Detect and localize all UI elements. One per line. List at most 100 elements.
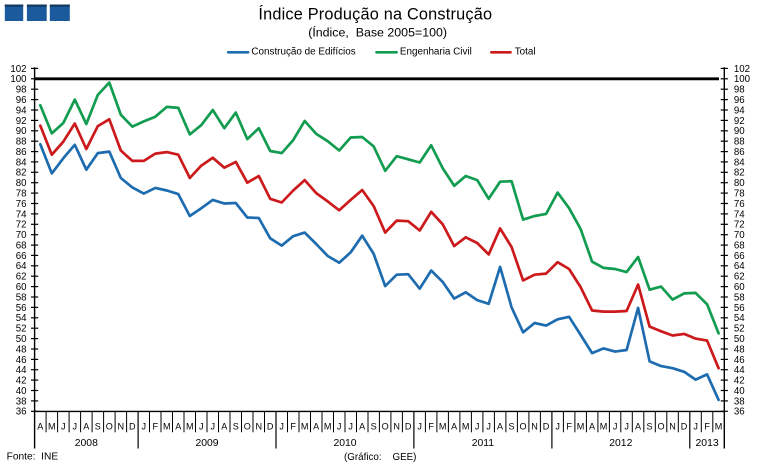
svg-text:62: 62 [16, 272, 27, 283]
svg-text:A: A [221, 421, 228, 431]
svg-text:F: F [566, 421, 572, 431]
svg-text:56: 56 [734, 303, 745, 314]
svg-text:88: 88 [734, 137, 745, 148]
svg-text:76: 76 [734, 199, 745, 210]
svg-text:M: M [48, 421, 56, 431]
svg-text:96: 96 [16, 95, 27, 106]
svg-text:42: 42 [734, 376, 745, 387]
svg-text:F: F [153, 421, 159, 431]
svg-text:68: 68 [734, 241, 745, 252]
svg-text:A: A [497, 421, 504, 431]
svg-text:70: 70 [16, 230, 27, 241]
svg-text:46: 46 [16, 355, 27, 366]
svg-text:Construção de Edifícios: Construção de Edifícios [251, 47, 355, 58]
svg-text:90: 90 [16, 126, 27, 137]
svg-text:98: 98 [16, 85, 27, 96]
svg-text:78: 78 [16, 189, 27, 200]
svg-text:2013: 2013 [696, 438, 719, 449]
svg-text:66: 66 [734, 251, 745, 262]
svg-text:F: F [290, 421, 296, 431]
svg-text:F: F [704, 421, 710, 431]
svg-text:42: 42 [16, 376, 27, 387]
svg-text:J: J [142, 421, 147, 431]
svg-text:J: J [211, 421, 216, 431]
svg-text:102: 102 [734, 64, 750, 75]
svg-text:60: 60 [16, 282, 27, 293]
svg-text:M: M [462, 421, 470, 431]
svg-text:N: N [118, 421, 125, 431]
svg-text:52: 52 [734, 324, 745, 335]
svg-text:90: 90 [734, 126, 745, 137]
svg-text:70: 70 [734, 230, 745, 241]
svg-text:M: M [577, 421, 585, 431]
svg-text:D: D [543, 421, 550, 431]
svg-text:48: 48 [734, 344, 745, 355]
svg-text:2009: 2009 [195, 438, 218, 449]
svg-text:A: A [83, 421, 90, 431]
svg-text:98: 98 [734, 85, 745, 96]
svg-text:2010: 2010 [333, 438, 356, 449]
svg-text:38: 38 [734, 396, 745, 407]
svg-text:68: 68 [16, 241, 27, 252]
svg-text:50: 50 [734, 334, 745, 345]
svg-text:44: 44 [734, 365, 745, 376]
svg-text:40: 40 [734, 386, 745, 397]
svg-text:M: M [186, 421, 194, 431]
svg-text:36: 36 [734, 407, 745, 418]
svg-text:86: 86 [734, 147, 745, 158]
svg-text:(Gráfico: GEE): (Gráfico: GEE) [344, 452, 416, 463]
svg-text:78: 78 [734, 189, 745, 200]
svg-text:A: A [359, 421, 366, 431]
svg-text:Fonte: INE: Fonte: INE [7, 452, 59, 463]
svg-text:D: D [129, 421, 136, 431]
svg-text:82: 82 [16, 168, 27, 179]
svg-text:J: J [199, 421, 204, 431]
svg-text:S: S [647, 421, 653, 431]
svg-text:J: J [61, 421, 66, 431]
svg-text:O: O [244, 421, 251, 431]
svg-text:46: 46 [734, 355, 745, 366]
svg-text:52: 52 [16, 324, 27, 335]
svg-text:2008: 2008 [75, 438, 98, 449]
svg-text:94: 94 [16, 105, 27, 116]
svg-text:J: J [613, 421, 618, 431]
svg-text:Engenharia Civil: Engenharia Civil [400, 47, 472, 58]
svg-text:64: 64 [16, 261, 27, 272]
svg-text:62: 62 [734, 272, 745, 283]
svg-text:N: N [669, 421, 676, 431]
svg-text:N: N [531, 421, 538, 431]
svg-text:94: 94 [734, 105, 745, 116]
svg-text:86: 86 [16, 147, 27, 158]
svg-text:102: 102 [10, 64, 26, 75]
svg-text:J: J [624, 421, 629, 431]
svg-text:S: S [371, 421, 377, 431]
svg-text:M: M [301, 421, 309, 431]
svg-text:S: S [95, 421, 101, 431]
svg-text:36: 36 [16, 407, 27, 418]
svg-text:F: F [428, 421, 434, 431]
svg-text:88: 88 [16, 137, 27, 148]
svg-text:48: 48 [16, 344, 27, 355]
svg-text:M: M [439, 421, 447, 431]
svg-text:S: S [509, 421, 515, 431]
svg-text:80: 80 [734, 178, 745, 189]
svg-text:2011: 2011 [472, 438, 495, 449]
svg-text:O: O [382, 421, 389, 431]
svg-text:96: 96 [734, 95, 745, 106]
svg-text:92: 92 [16, 116, 27, 127]
svg-text:J: J [417, 421, 422, 431]
svg-text:50: 50 [16, 334, 27, 345]
svg-text:72: 72 [16, 220, 27, 231]
svg-text:92: 92 [734, 116, 745, 127]
svg-text:2012: 2012 [609, 438, 632, 449]
svg-text:100: 100 [734, 74, 751, 85]
svg-text:58: 58 [734, 292, 745, 303]
svg-text:O: O [520, 421, 527, 431]
svg-text:74: 74 [734, 209, 745, 220]
svg-text:40: 40 [16, 386, 27, 397]
svg-text:44: 44 [16, 365, 27, 376]
svg-text:O: O [658, 421, 665, 431]
svg-text:D: D [681, 421, 688, 431]
svg-text:(Índice, Base 2005=100): (Índice, Base 2005=100) [308, 25, 447, 40]
svg-text:J: J [348, 421, 353, 431]
